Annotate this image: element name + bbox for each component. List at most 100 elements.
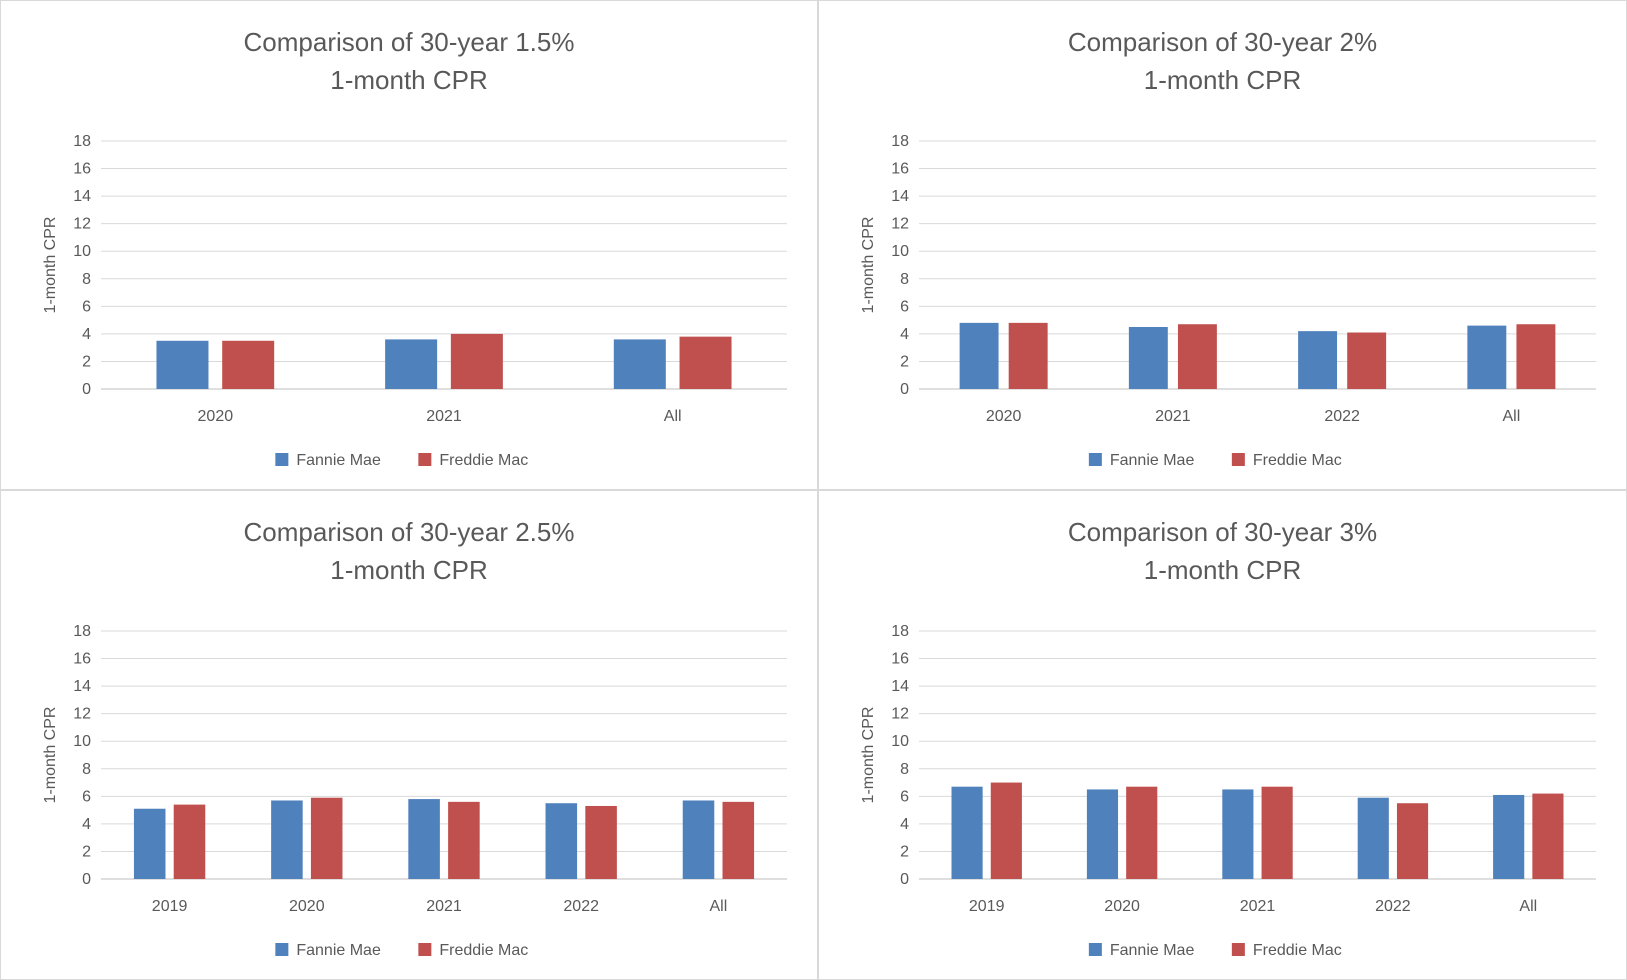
bar-fannie-mae-2020: [959, 322, 999, 389]
legend: Fannie Mae Freddie Mac: [1088, 452, 1342, 469]
y-tick-label: 10: [891, 243, 909, 260]
bar-freddie-mac-2021: [450, 333, 503, 389]
legend-swatch-freddie-mac: [418, 453, 432, 466]
y-tick-label: 14: [73, 678, 91, 695]
y-tick-label: 8: [900, 761, 909, 778]
legend-label-freddie-mac: Freddie Mac: [1253, 452, 1342, 469]
legend-swatch-freddie-mac: [1231, 453, 1245, 466]
y-tick-label: 12: [891, 706, 909, 723]
y-tick-label: 14: [891, 188, 909, 205]
bar-fannie-mae-all: [1493, 794, 1525, 879]
legend: Fannie Mae Freddie Mac: [275, 942, 528, 959]
x-tick-label: 2022: [1324, 408, 1360, 425]
y-tick-label: 16: [891, 651, 909, 668]
x-tick-label: 2019: [152, 898, 188, 915]
bar-fannie-mae-2022: [545, 803, 578, 879]
x-tick-label: 2020: [986, 408, 1022, 425]
chart-title: Comparison of 30-year 3%: [1068, 517, 1377, 547]
y-tick-label: 8: [82, 761, 91, 778]
bar-freddie-mac-2021: [1177, 324, 1217, 389]
x-tick-label: 2022: [563, 898, 599, 915]
bar-freddie-mac-2021: [448, 801, 480, 879]
y-tick-label: 2: [82, 843, 91, 860]
bar-fannie-mae-2021: [1222, 789, 1254, 879]
y-axis-title: 1-month CPR: [42, 707, 59, 804]
legend-swatch-freddie-mac: [1231, 943, 1245, 956]
bar-freddie-mac-2020: [1126, 786, 1158, 879]
y-tick-label: 18: [73, 133, 91, 150]
bar-freddie-mac-2020: [1008, 322, 1048, 389]
chart-svg: Comparison of 30-year 3% 1-month CPR 0 2 4 6 8…: [860, 517, 1596, 959]
bar-fannie-mae-all: [613, 339, 666, 389]
chart-svg: Comparison of 30-year 2.5% 1-month CPR 0 2 4…: [42, 517, 787, 959]
chart-subtitle: 1-month CPR: [330, 555, 488, 585]
x-tick-label: 2021: [426, 898, 462, 915]
y-tick-label: 18: [891, 133, 909, 150]
x-tick-label: 2020: [198, 408, 234, 425]
legend-swatch-fannie-mae: [1088, 453, 1102, 466]
legend: Fannie Mae Freddie Mac: [275, 452, 528, 469]
bar-freddie-mac-all: [1532, 793, 1564, 879]
y-tick-label: 14: [73, 188, 91, 205]
x-tick-label: All: [664, 408, 682, 425]
y-tick-label: 4: [82, 816, 91, 833]
bar-freddie-mac-2019: [990, 782, 1022, 879]
y-tick-label: 0: [82, 381, 91, 398]
legend-label-fannie-mae: Fannie Mae: [1110, 942, 1195, 959]
y-axis-title: 1-month CPR: [42, 217, 59, 314]
bar-freddie-mac-2019: [173, 804, 206, 879]
bar-fannie-mae-all: [1467, 325, 1507, 389]
y-tick-label: 10: [73, 733, 91, 750]
bar-freddie-mac-all: [722, 801, 755, 879]
y-tick-label: 12: [73, 706, 91, 723]
bar-fannie-mae-all: [682, 800, 715, 879]
bar-freddie-mac-2022: [585, 805, 617, 879]
y-tick-label: 0: [900, 871, 909, 888]
legend-swatch-freddie-mac: [418, 943, 432, 956]
x-tick-label: 2020: [1104, 898, 1140, 915]
bar-fannie-mae-2021: [408, 799, 440, 879]
chart-panel-2: Comparison of 30-year 2% 1-month CPR 0 2 4 6 8…: [818, 0, 1627, 490]
bar-fannie-mae-2021: [385, 339, 438, 389]
bar-freddie-mac-2020: [310, 797, 343, 879]
y-tick-label: 4: [900, 326, 909, 343]
y-tick-label: 10: [73, 243, 91, 260]
y-tick-label: 4: [900, 816, 909, 833]
legend-label-freddie-mac: Freddie Mac: [439, 942, 528, 959]
bar-freddie-mac-2020: [222, 340, 275, 389]
legend-label-fannie-mae: Fannie Mae: [296, 942, 381, 959]
x-tick-label: 2021: [1240, 898, 1276, 915]
y-tick-label: 18: [73, 623, 91, 640]
bar-freddie-mac-2022: [1396, 803, 1429, 879]
y-tick-label: 4: [82, 326, 91, 343]
bar-freddie-mac-2022: [1347, 332, 1387, 389]
x-tick-label: All: [1519, 898, 1537, 915]
chart-subtitle: 1-month CPR: [330, 65, 488, 95]
bar-fannie-mae-2022: [1298, 331, 1338, 389]
legend-label-freddie-mac: Freddie Mac: [1253, 942, 1342, 959]
chart-panel-4: Comparison of 30-year 3% 1-month CPR 0 2 4 6 8…: [818, 490, 1627, 980]
bar-fannie-mae-2022: [1357, 797, 1389, 879]
y-tick-label: 16: [73, 651, 91, 668]
y-tick-label: 6: [82, 788, 91, 805]
legend-swatch-fannie-mae: [1088, 943, 1102, 956]
legend: Fannie Mae Freddie Mac: [1088, 942, 1342, 959]
y-tick-label: 12: [891, 216, 909, 233]
y-axis-title: 1-month CPR: [860, 217, 877, 314]
chart-title: Comparison of 30-year 2.5%: [244, 517, 575, 547]
bar-fannie-mae-2019: [133, 808, 166, 879]
y-tick-label: 0: [900, 381, 909, 398]
y-tick-label: 10: [891, 733, 909, 750]
chart-panel-1: Comparison of 30-year 1.5% 1-month CPR 0 2 4…: [0, 0, 818, 490]
x-tick-label: 2021: [1155, 408, 1191, 425]
chart-subtitle: 1-month CPR: [1144, 65, 1302, 95]
bar-fannie-mae-2021: [1128, 327, 1168, 389]
y-tick-label: 16: [73, 161, 91, 178]
y-tick-label: 18: [891, 623, 909, 640]
chart-subtitle: 1-month CPR: [1144, 555, 1302, 585]
chart-panel-3: Comparison of 30-year 2.5% 1-month CPR 0 2 4…: [0, 490, 818, 980]
legend-label-fannie-mae: Fannie Mae: [1110, 452, 1195, 469]
y-tick-label: 2: [900, 353, 909, 370]
legend-swatch-fannie-mae: [275, 943, 289, 956]
